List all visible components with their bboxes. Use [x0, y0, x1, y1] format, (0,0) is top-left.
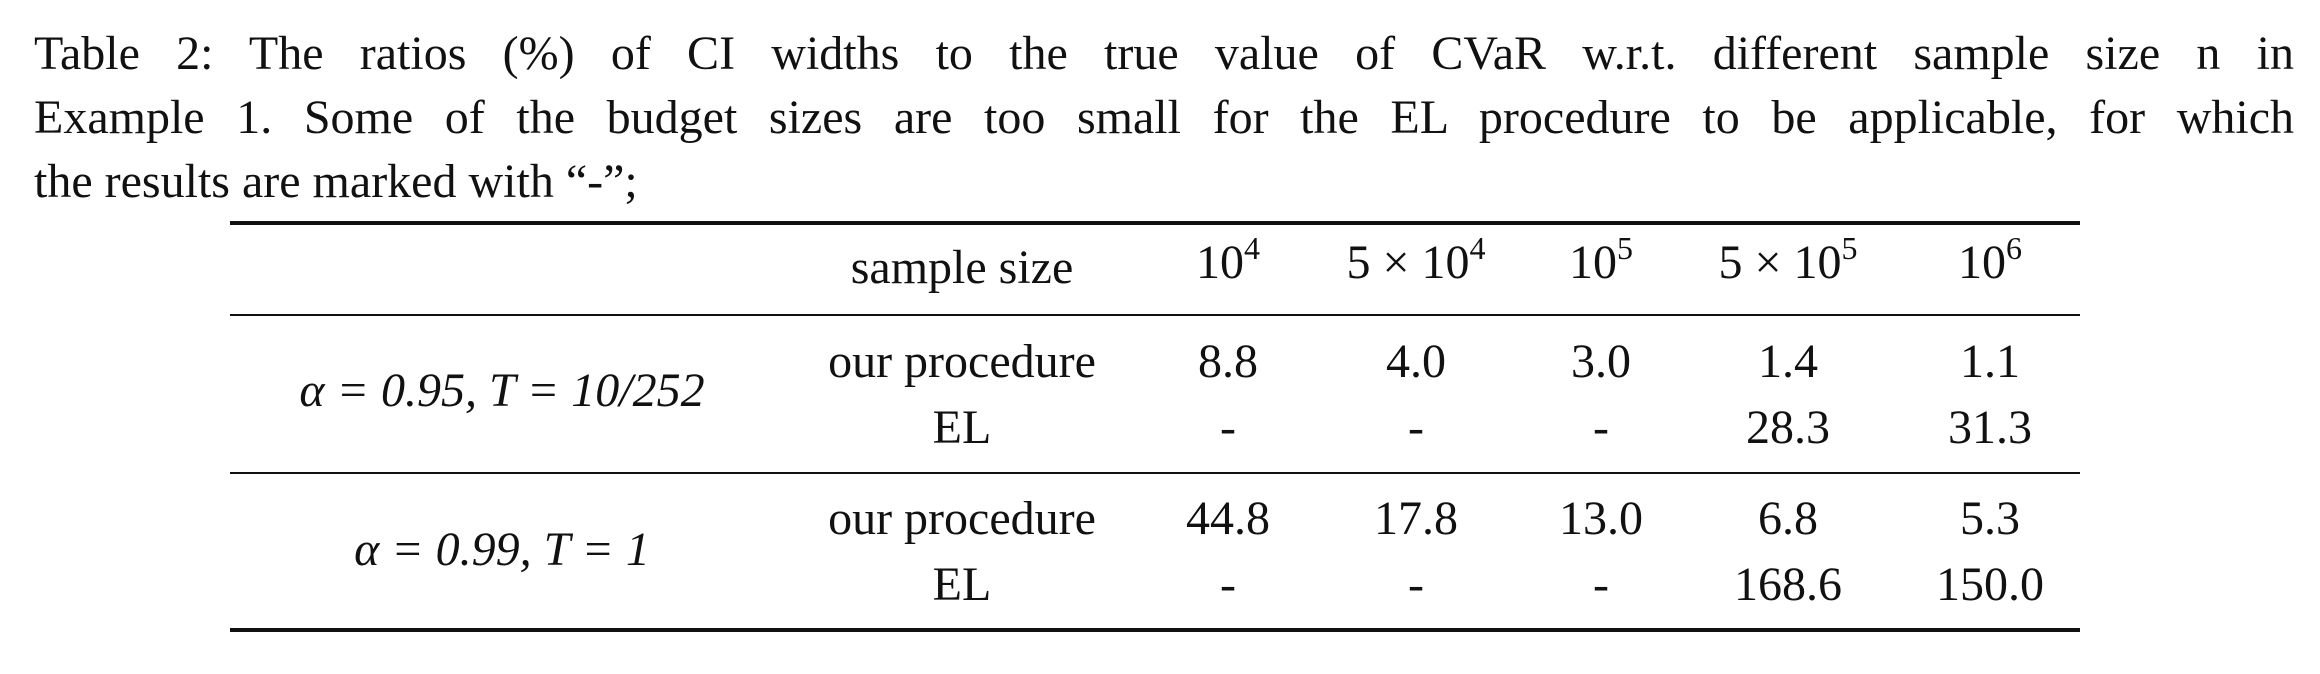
g1-r2-c2: -	[1408, 401, 1424, 454]
header-col-5: 106	[1958, 230, 2022, 289]
g2-r2-c5: 150.0	[1936, 558, 2044, 611]
group-2-condition: α = 0.99, T = 1	[354, 523, 650, 576]
group-1-condition: α = 0.95, T = 10/252	[299, 364, 705, 417]
g1-r1-c2: 4.0	[1386, 335, 1446, 388]
caption-line-2: Example 1. Some of the budget sizes are …	[34, 91, 2294, 144]
top-rule	[230, 221, 2080, 225]
header-col-3: 105	[1569, 230, 1633, 289]
g2-r2-c3: -	[1593, 558, 1609, 611]
g1-r2-c1: -	[1220, 401, 1236, 454]
group-rule	[230, 472, 2080, 474]
g1-r1-c1: 8.8	[1198, 335, 1258, 388]
group-1-method-2: EL	[932, 401, 992, 454]
caption-line-3: the results are marked with “-”;	[34, 155, 638, 208]
g1-r2-c3: -	[1593, 401, 1609, 454]
bottom-rule	[230, 628, 2080, 632]
g2-r2-c4: 168.6	[1734, 558, 1842, 611]
group-2-method-1: our procedure	[828, 492, 1096, 545]
group-2-method-2: EL	[932, 558, 992, 611]
g1-r1-c3: 3.0	[1571, 335, 1631, 388]
g2-r1-c4: 6.8	[1758, 492, 1818, 545]
header-rule	[230, 314, 2080, 316]
g2-r1-c2: 17.8	[1374, 492, 1458, 545]
g1-r1-c5: 1.1	[1960, 335, 2020, 388]
g2-r1-c5: 5.3	[1960, 492, 2020, 545]
g1-r2-c4: 28.3	[1746, 401, 1830, 454]
g2-r1-c3: 13.0	[1559, 492, 1643, 545]
table-caption: Table 2: The ratios (%) of CI widths to …	[34, 22, 2294, 214]
g2-r2-c1: -	[1220, 558, 1236, 611]
header-sample-size: sample size	[850, 241, 1074, 294]
header-col-1: 104	[1196, 230, 1260, 289]
g2-r2-c2: -	[1408, 558, 1424, 611]
header-col-4: 5 × 105	[1718, 230, 1858, 289]
group-1-method-1: our procedure	[828, 335, 1096, 388]
g2-r1-c1: 44.8	[1186, 492, 1270, 545]
g1-r2-c5: 31.3	[1948, 401, 2032, 454]
caption-line-1: Table 2: The ratios (%) of CI widths to …	[34, 27, 2294, 80]
header-col-2: 5 × 104	[1346, 230, 1486, 289]
g1-r1-c4: 1.4	[1758, 335, 1818, 388]
